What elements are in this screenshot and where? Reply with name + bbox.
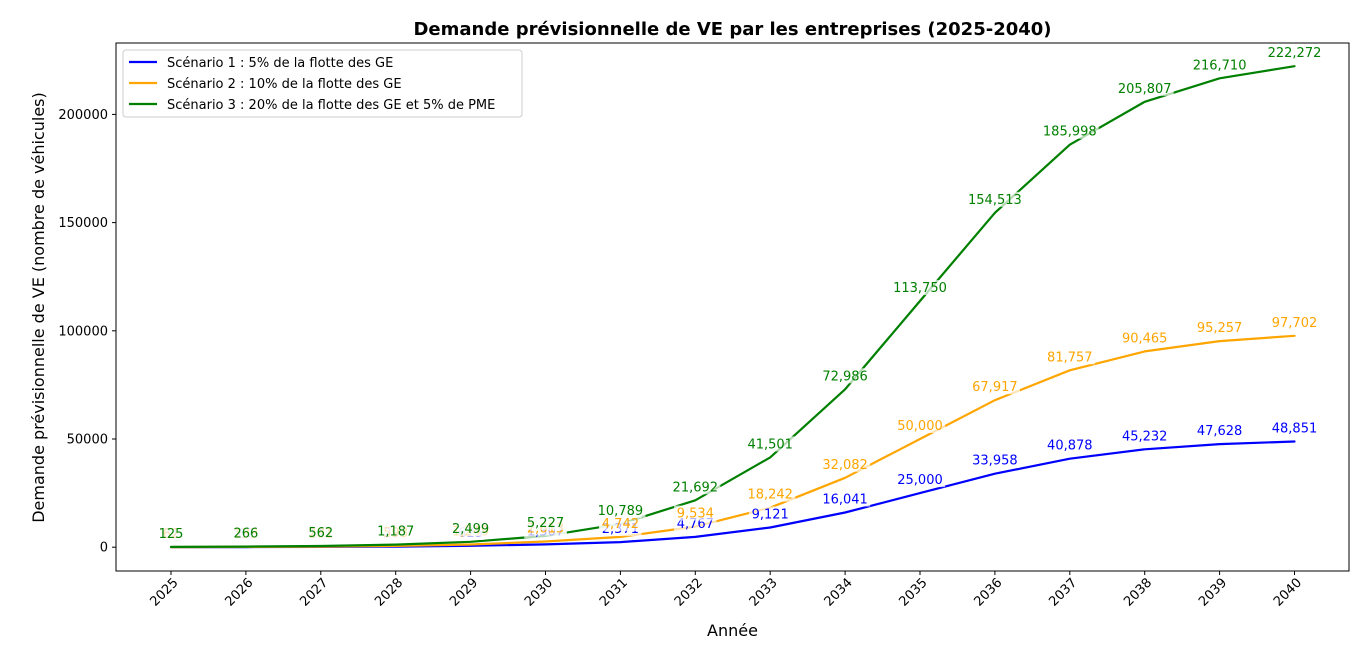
data-label-box bbox=[449, 520, 492, 536]
data-label: 40,878 bbox=[1047, 439, 1093, 454]
y-tick-label: 200000 bbox=[58, 108, 108, 123]
data-label: 10,789 bbox=[598, 504, 644, 519]
data-label: 45,232 bbox=[1122, 429, 1168, 444]
data-label: 9,121 bbox=[752, 507, 789, 522]
data-label-box bbox=[595, 502, 646, 518]
data-label: 185,998 bbox=[1043, 125, 1097, 140]
legend-label-3: Scénario 3 : 20% de la flotte des GE et … bbox=[167, 98, 495, 113]
data-label-box bbox=[820, 368, 871, 384]
legend-box bbox=[122, 49, 523, 118]
y-axis-label: Demande prévisionnelle de VE (nombre de … bbox=[29, 92, 48, 523]
data-label: 21,692 bbox=[673, 480, 719, 495]
data-label: 222,272 bbox=[1268, 46, 1322, 61]
data-label-box bbox=[1269, 420, 1320, 436]
data-label: 18,242 bbox=[747, 488, 793, 503]
data-label: 95,257 bbox=[1197, 321, 1243, 336]
data-label-box bbox=[1194, 320, 1245, 336]
data-label-box bbox=[599, 515, 642, 531]
data-label: 216,710 bbox=[1193, 58, 1247, 73]
legend-label-1: Scénario 1 : 5% de la flotte des GE bbox=[167, 56, 393, 71]
data-label-box bbox=[820, 491, 871, 507]
y-tick-label: 50000 bbox=[67, 433, 108, 448]
data-label: 113,750 bbox=[893, 281, 947, 296]
data-label-box bbox=[894, 418, 946, 433]
data-label-box bbox=[307, 524, 335, 540]
data-label: 266 bbox=[233, 527, 258, 542]
data-label: 25,000 bbox=[897, 473, 943, 488]
data-label: 67,917 bbox=[972, 380, 1018, 395]
data-label: 4,767 bbox=[677, 517, 714, 532]
data-label-box bbox=[969, 452, 1020, 468]
data-label-box bbox=[670, 479, 721, 495]
data-label: 72,986 bbox=[822, 369, 868, 384]
data-label: 562 bbox=[308, 526, 333, 541]
data-label-box bbox=[745, 486, 796, 502]
data-label-box bbox=[157, 525, 185, 541]
data-label: 9,534 bbox=[677, 507, 714, 522]
data-label: 4,742 bbox=[602, 517, 639, 532]
data-label: 2,499 bbox=[452, 522, 489, 537]
data-label: 47,628 bbox=[1197, 424, 1243, 439]
data-label-box bbox=[1115, 80, 1174, 96]
y-tick-label: 0 bbox=[100, 541, 108, 556]
plot-frame bbox=[115, 42, 1350, 572]
data-label-box bbox=[232, 525, 260, 541]
data-label: 48,851 bbox=[1272, 421, 1318, 436]
data-label: 205,807 bbox=[1118, 82, 1172, 97]
data-label-box bbox=[969, 379, 1020, 395]
data-label-box bbox=[1265, 45, 1324, 61]
data-label: 125 bbox=[159, 527, 184, 542]
series-line-3 bbox=[169, 65, 1296, 549]
data-label-box bbox=[1119, 428, 1170, 444]
data-label: 154,513 bbox=[968, 193, 1022, 208]
legend-label-2: Scénario 2 : 10% de la flotte des GE bbox=[167, 77, 402, 92]
data-label: 32,082 bbox=[822, 458, 868, 473]
data-label-box bbox=[1119, 330, 1170, 346]
data-label-box bbox=[1044, 437, 1095, 453]
data-label-box bbox=[745, 436, 796, 452]
data-label: 33,958 bbox=[972, 454, 1018, 469]
data-label-box bbox=[965, 191, 1024, 207]
data-label-box bbox=[524, 514, 567, 530]
data-label-box bbox=[1044, 349, 1095, 365]
data-label: 16,041 bbox=[822, 492, 868, 507]
data-label: 1,187 bbox=[377, 525, 414, 540]
data-label-box bbox=[820, 456, 871, 472]
data-label-box bbox=[1269, 314, 1320, 330]
data-label-box bbox=[748, 506, 792, 522]
chart-title: Demande prévisionnelle de VE par les ent… bbox=[413, 19, 1051, 40]
data-label: 41,501 bbox=[747, 437, 793, 452]
data-label-box bbox=[894, 472, 946, 488]
data-label: 50,000 bbox=[897, 419, 943, 434]
data-label: 90,465 bbox=[1122, 331, 1168, 346]
data-label-box bbox=[374, 523, 417, 539]
data-label: 81,757 bbox=[1047, 350, 1093, 365]
data-label: 5,227 bbox=[527, 516, 564, 531]
data-label: 97,702 bbox=[1272, 316, 1318, 331]
data-label-box bbox=[674, 505, 717, 521]
data-label-box bbox=[1040, 123, 1099, 139]
data-label-box bbox=[1194, 423, 1245, 439]
y-tick-label: 150000 bbox=[58, 216, 108, 231]
data-label-box bbox=[891, 280, 949, 296]
data-label-box bbox=[1190, 57, 1249, 73]
x-axis-label: Année bbox=[707, 621, 758, 640]
y-tick-label: 100000 bbox=[58, 324, 108, 339]
